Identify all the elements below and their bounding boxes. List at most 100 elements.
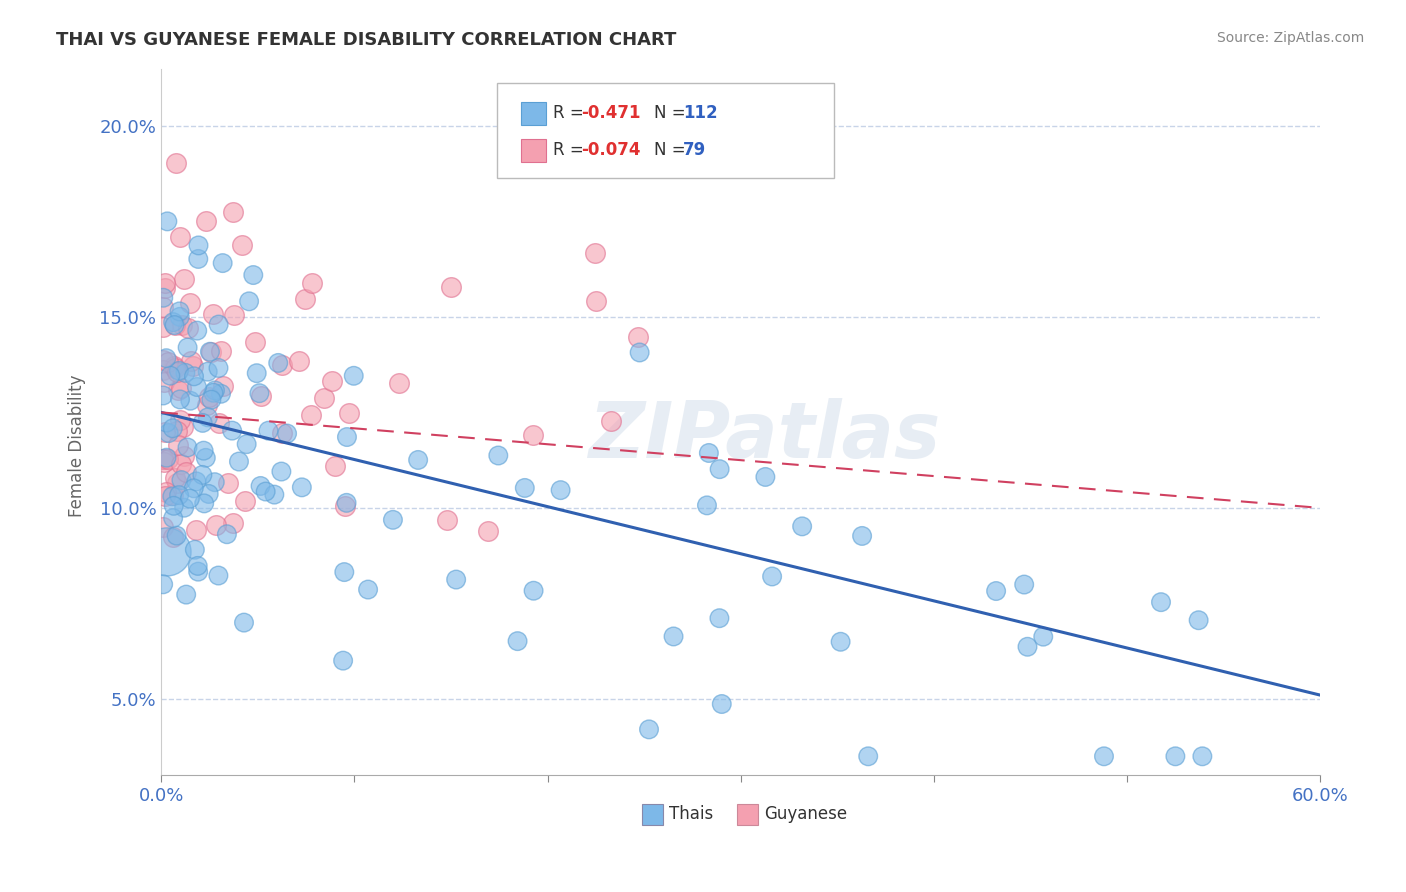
Point <box>174 465 197 479</box>
Point <box>444 573 467 587</box>
Point <box>193 443 215 458</box>
Point <box>157 355 180 369</box>
Point <box>166 438 188 452</box>
Text: Female Disability: Female Disability <box>69 375 86 517</box>
Point <box>174 366 197 380</box>
Point <box>222 516 245 530</box>
Point <box>1164 749 1187 764</box>
Point <box>153 455 176 469</box>
Point <box>291 480 314 494</box>
Point <box>332 654 354 668</box>
Point <box>1012 577 1035 591</box>
Point <box>153 281 176 295</box>
Point <box>177 321 200 335</box>
Point <box>152 388 174 402</box>
Point <box>299 408 322 422</box>
Point <box>174 588 197 602</box>
Point <box>638 723 661 737</box>
Point <box>1092 749 1115 764</box>
Point <box>152 363 174 377</box>
Point <box>187 558 209 573</box>
Point <box>599 414 621 428</box>
Point <box>167 364 190 378</box>
Point <box>486 449 509 463</box>
Point <box>169 413 191 427</box>
Point <box>204 475 226 490</box>
Point <box>194 450 217 465</box>
Point <box>628 345 651 359</box>
Point <box>851 529 873 543</box>
Text: R =: R = <box>553 141 589 159</box>
Point <box>157 451 180 466</box>
Point <box>155 485 177 500</box>
Point <box>211 256 233 270</box>
Point <box>187 252 209 266</box>
Point <box>523 583 546 598</box>
Point <box>162 511 184 525</box>
Point <box>381 513 404 527</box>
Bar <box>520 138 546 161</box>
Point <box>173 271 195 285</box>
Point <box>152 520 174 534</box>
Point <box>201 307 224 321</box>
Point <box>697 446 720 460</box>
Bar <box>737 804 758 825</box>
Point <box>585 294 607 309</box>
Point <box>198 344 221 359</box>
Point <box>152 301 174 315</box>
Point <box>235 437 257 451</box>
Point <box>222 308 245 322</box>
Point <box>1191 749 1213 764</box>
Point <box>267 356 290 370</box>
Point <box>583 245 606 260</box>
Point <box>169 392 191 407</box>
Point <box>858 749 880 764</box>
Point <box>166 424 188 438</box>
Point <box>152 319 174 334</box>
Point <box>183 369 205 384</box>
Point <box>270 465 292 479</box>
Point <box>271 358 294 372</box>
Point <box>792 519 814 533</box>
Text: Source: ZipAtlas.com: Source: ZipAtlas.com <box>1216 31 1364 45</box>
Point <box>301 276 323 290</box>
FancyBboxPatch shape <box>498 83 834 178</box>
Text: 112: 112 <box>683 104 717 122</box>
Point <box>314 391 336 405</box>
Point <box>195 213 218 227</box>
Point <box>193 496 215 510</box>
Point <box>263 488 285 502</box>
Point <box>169 230 191 244</box>
Point <box>436 513 458 527</box>
Point <box>169 310 191 324</box>
Point <box>197 487 219 501</box>
Point <box>696 499 718 513</box>
Point <box>242 268 264 282</box>
Point <box>337 406 360 420</box>
Point <box>550 483 572 497</box>
Point <box>162 489 184 503</box>
Point <box>184 542 207 557</box>
Point <box>184 523 207 537</box>
Bar <box>643 804 664 825</box>
Bar <box>520 102 546 125</box>
Point <box>276 426 298 441</box>
Point <box>333 565 356 579</box>
Point <box>162 530 184 544</box>
Point <box>231 238 253 252</box>
Point <box>167 488 190 502</box>
Point <box>506 634 529 648</box>
Point <box>162 315 184 329</box>
Point <box>209 344 232 359</box>
Point <box>257 424 280 438</box>
Point <box>513 481 536 495</box>
Point <box>522 428 544 442</box>
Point <box>176 341 198 355</box>
Point <box>153 451 176 466</box>
Point <box>157 426 180 441</box>
Point <box>321 374 343 388</box>
Point <box>208 318 231 332</box>
Point <box>166 475 188 490</box>
Point <box>288 354 311 368</box>
Point <box>172 420 194 434</box>
